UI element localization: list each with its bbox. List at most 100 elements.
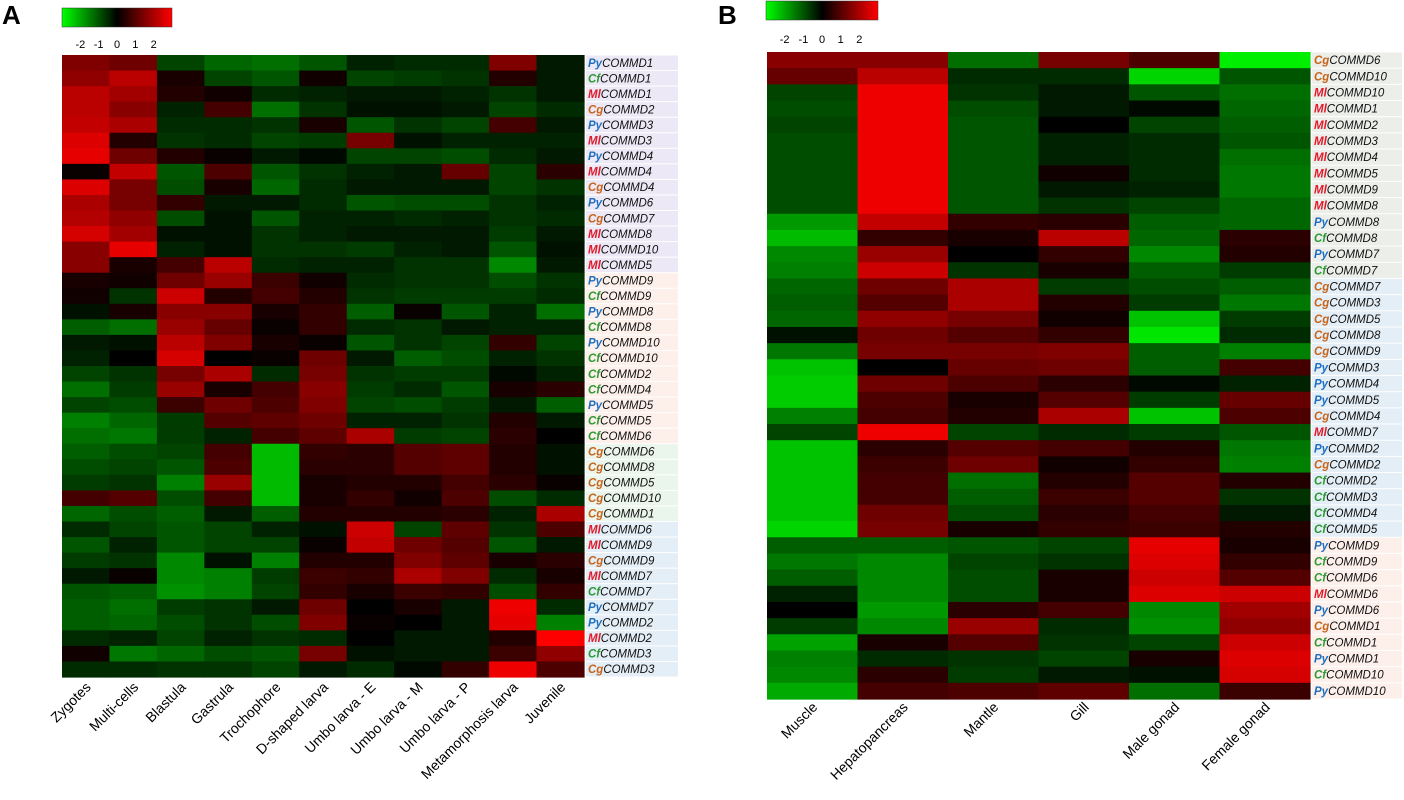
heatmap-cell <box>536 614 585 631</box>
heatmap-cell <box>767 456 859 474</box>
species-prefix: Cg <box>1314 621 1329 633</box>
heatmap-cell <box>346 583 395 600</box>
heatmap-cell <box>156 537 205 554</box>
heatmap-cell <box>346 537 395 554</box>
heatmap-cell <box>857 100 949 118</box>
heatmap-cell <box>857 68 949 85</box>
row-label: PyCOMMD9 <box>588 275 654 287</box>
row-label: CgCOMMD5 <box>588 478 655 490</box>
heatmap-cell <box>489 288 538 305</box>
column-label: Blastula <box>142 679 189 726</box>
heatmap-cell <box>299 474 348 491</box>
heatmap-cell <box>441 241 490 258</box>
gene-name: COMMD7 <box>1326 265 1378 277</box>
row-label: PyCOMMD5 <box>1314 395 1380 407</box>
heatmap-cell <box>1219 569 1311 587</box>
heatmap-cell <box>204 614 253 631</box>
species-prefix: Ml <box>588 540 602 552</box>
heatmap-cell <box>767 521 859 538</box>
gene-name: COMMD5 <box>602 400 654 412</box>
heatmap-cell <box>204 645 253 663</box>
heatmap-cell <box>948 391 1040 409</box>
heatmap-cell <box>251 568 300 585</box>
species-prefix: Cf <box>588 586 601 598</box>
gene-name: COMMD3 <box>602 120 654 132</box>
heatmap-cell <box>536 288 585 305</box>
species-prefix: Cg <box>1314 314 1329 326</box>
heatmap-cell <box>489 86 538 103</box>
row-label: MlCOMMD1 <box>588 89 652 101</box>
row-label: CfCOMMD6 <box>588 431 652 443</box>
row-label: MlCOMMD2 <box>588 633 652 645</box>
heatmap-cell <box>1038 100 1130 118</box>
heatmap-cell <box>489 630 538 647</box>
gene-name: COMMD3 <box>1329 298 1381 310</box>
heatmap-cell <box>857 294 949 312</box>
heatmap-cell <box>536 179 585 196</box>
heatmap-cell <box>62 614 111 631</box>
row-label-band <box>1312 246 1402 262</box>
heatmap-cell <box>767 52 859 69</box>
heatmap-cell <box>394 537 443 554</box>
gene-name: COMMD4 <box>601 167 652 179</box>
row-label: MlCOMMD6 <box>588 524 652 536</box>
heatmap-cell <box>948 424 1040 441</box>
heatmap-cell <box>489 568 538 585</box>
heatmap-cell <box>156 70 205 87</box>
heatmap-cell <box>489 163 538 180</box>
heatmap-cell <box>1038 197 1130 215</box>
heatmap-cell <box>204 272 253 289</box>
column-label: Muscle <box>778 699 821 742</box>
row-label: PyCOMMD8 <box>1314 217 1380 229</box>
panel-a-colorbar-ticks: -2 -1 0 1 2 <box>75 39 156 51</box>
heatmap-cell <box>394 459 443 476</box>
heatmap-cell <box>346 443 395 460</box>
heatmap-cell <box>62 163 111 180</box>
heatmap-cell <box>62 474 111 491</box>
heatmap-cell <box>1219 343 1311 360</box>
heatmap-cell <box>489 226 538 243</box>
panel-a-row-bands <box>586 55 678 677</box>
heatmap-cell <box>251 194 300 212</box>
heatmap-cell <box>204 241 253 258</box>
panel-a-colorbar <box>61 7 173 28</box>
heatmap-cell <box>156 194 205 212</box>
heatmap-cell <box>346 163 395 180</box>
heatmap-cell <box>489 521 538 538</box>
heatmap-cell <box>1129 569 1221 587</box>
row-label: MlCOMMD4 <box>588 167 652 179</box>
heatmap-cell <box>1219 213 1311 231</box>
species-prefix: Py <box>1314 217 1329 229</box>
gene-name: COMMD10 <box>601 244 659 256</box>
row-label: PyCOMMD3 <box>588 120 654 132</box>
panel-a-letter: A <box>2 0 21 30</box>
species-prefix: Cg <box>588 104 603 116</box>
heatmap-cell <box>536 257 585 274</box>
row-label-band <box>586 522 678 537</box>
row-label-band <box>586 335 678 350</box>
heatmap-cell <box>536 319 585 336</box>
species-prefix: Cg <box>1314 55 1329 67</box>
heatmap-cell <box>1129 343 1221 360</box>
heatmap-cell <box>1038 262 1130 280</box>
species-prefix: Cf <box>588 415 601 427</box>
heatmap-cell <box>299 537 348 554</box>
heatmap-cell <box>394 334 443 352</box>
heatmap-cell <box>62 505 111 523</box>
heatmap-cell <box>394 350 443 367</box>
heatmap-cell <box>394 226 443 243</box>
heatmap-cell <box>1038 537 1130 555</box>
row-label: CgCOMMD7 <box>1314 282 1381 294</box>
gene-name: COMMD2 <box>1329 459 1381 471</box>
heatmap-cell <box>1219 262 1311 280</box>
heatmap-cell <box>346 366 395 383</box>
heatmap-cell <box>394 599 443 616</box>
heatmap-cell <box>109 537 158 554</box>
heatmap-cell <box>251 55 300 72</box>
heatmap-cell <box>109 272 158 289</box>
heatmap-cell <box>489 334 538 352</box>
colorbar-tick-label: -1 <box>798 34 808 46</box>
heatmap-cell <box>109 661 158 678</box>
heatmap-cell <box>441 319 490 336</box>
